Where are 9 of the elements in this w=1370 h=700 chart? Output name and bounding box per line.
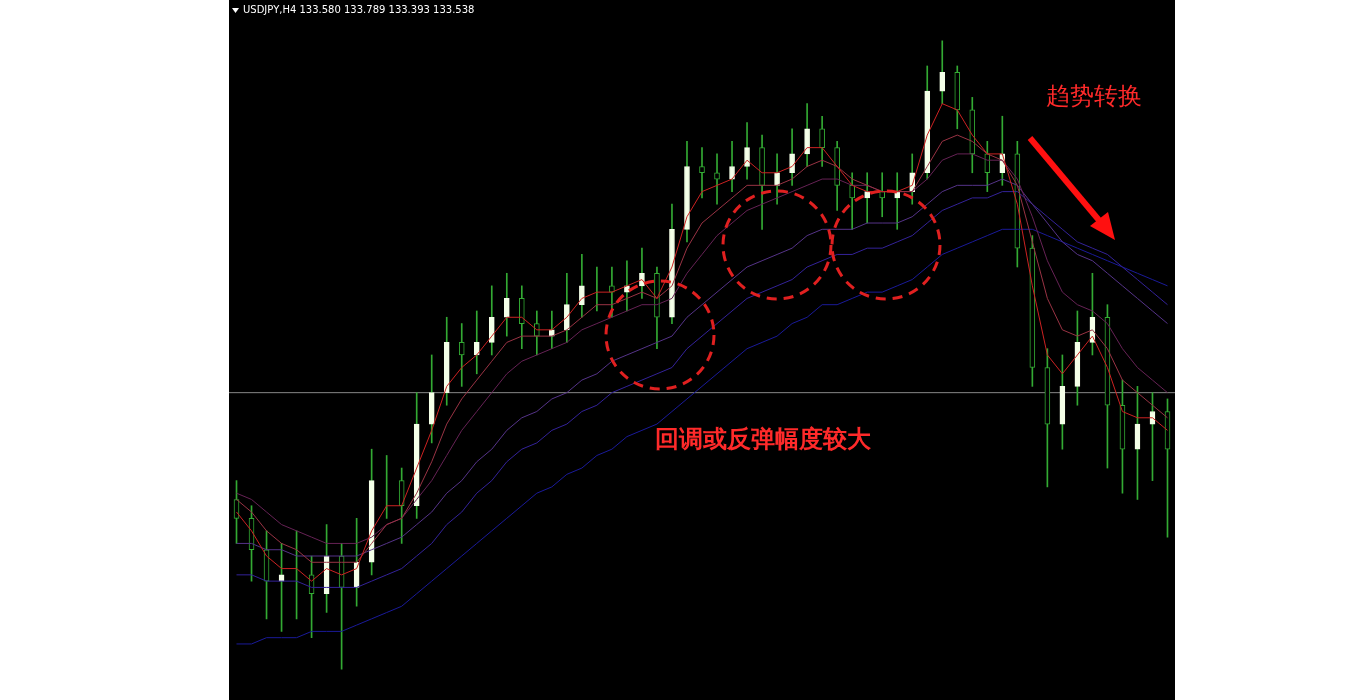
candlestick <box>699 147 705 199</box>
candlestick <box>473 310 480 375</box>
candlestick <box>714 153 720 205</box>
candlestick <box>879 172 886 218</box>
candlestick <box>864 172 871 224</box>
text: USDJPY,H4 133.580 133.789 133.393 133.538 <box>243 4 475 16</box>
annotation: 趋势转换 <box>1046 82 1142 111</box>
annotation: 回调或反弹幅度较大 <box>655 425 871 454</box>
candlestick <box>458 323 465 387</box>
